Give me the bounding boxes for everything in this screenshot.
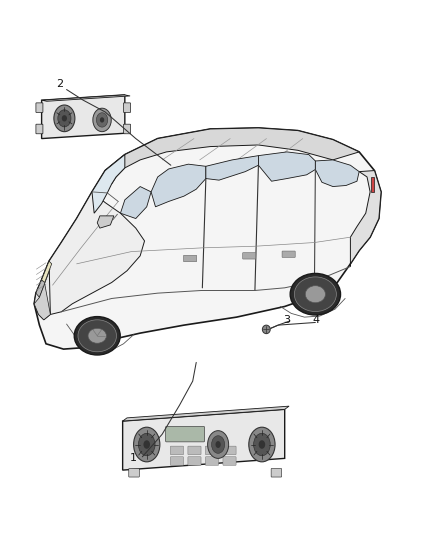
FancyBboxPatch shape	[124, 103, 131, 112]
Ellipse shape	[78, 320, 117, 352]
Polygon shape	[105, 128, 359, 184]
Ellipse shape	[249, 427, 275, 462]
FancyBboxPatch shape	[188, 457, 201, 465]
Ellipse shape	[208, 431, 229, 458]
Text: 2: 2	[56, 79, 63, 88]
Ellipse shape	[144, 440, 150, 449]
Polygon shape	[34, 128, 381, 349]
FancyBboxPatch shape	[184, 255, 197, 262]
FancyBboxPatch shape	[243, 253, 256, 259]
Ellipse shape	[54, 105, 75, 132]
Ellipse shape	[258, 440, 265, 449]
FancyBboxPatch shape	[36, 124, 43, 134]
Polygon shape	[371, 177, 374, 192]
Polygon shape	[258, 152, 315, 181]
Ellipse shape	[262, 325, 270, 334]
Polygon shape	[42, 192, 145, 314]
Polygon shape	[123, 409, 285, 470]
FancyBboxPatch shape	[223, 457, 236, 465]
Polygon shape	[120, 187, 151, 219]
FancyBboxPatch shape	[205, 446, 219, 455]
Ellipse shape	[100, 117, 104, 123]
FancyBboxPatch shape	[166, 426, 205, 442]
Ellipse shape	[254, 433, 270, 456]
FancyBboxPatch shape	[170, 446, 184, 455]
FancyBboxPatch shape	[36, 103, 43, 112]
Ellipse shape	[215, 441, 221, 448]
Polygon shape	[315, 160, 359, 187]
Text: 1: 1	[130, 454, 137, 463]
Polygon shape	[36, 266, 50, 297]
Polygon shape	[34, 284, 50, 320]
Polygon shape	[123, 406, 289, 421]
FancyBboxPatch shape	[271, 469, 282, 477]
Ellipse shape	[96, 113, 108, 127]
Ellipse shape	[134, 427, 160, 462]
FancyBboxPatch shape	[282, 251, 295, 257]
FancyBboxPatch shape	[170, 457, 184, 465]
Polygon shape	[42, 95, 130, 101]
Ellipse shape	[294, 277, 336, 311]
FancyBboxPatch shape	[124, 124, 131, 134]
Ellipse shape	[62, 115, 67, 122]
Ellipse shape	[93, 108, 111, 132]
Polygon shape	[42, 261, 52, 282]
Ellipse shape	[290, 273, 341, 315]
Text: 4: 4	[313, 315, 320, 325]
Text: 3: 3	[283, 315, 290, 325]
Polygon shape	[92, 155, 125, 213]
Ellipse shape	[305, 286, 325, 303]
Ellipse shape	[88, 328, 106, 343]
Ellipse shape	[58, 110, 71, 127]
Ellipse shape	[212, 436, 225, 453]
FancyBboxPatch shape	[205, 457, 219, 465]
FancyBboxPatch shape	[188, 446, 201, 455]
Ellipse shape	[138, 433, 155, 456]
Polygon shape	[42, 95, 125, 139]
Polygon shape	[151, 164, 206, 207]
FancyBboxPatch shape	[223, 446, 236, 455]
Polygon shape	[350, 171, 381, 266]
Ellipse shape	[74, 317, 120, 355]
Polygon shape	[34, 261, 50, 320]
FancyBboxPatch shape	[129, 469, 139, 477]
Polygon shape	[97, 216, 114, 228]
Polygon shape	[206, 156, 258, 180]
